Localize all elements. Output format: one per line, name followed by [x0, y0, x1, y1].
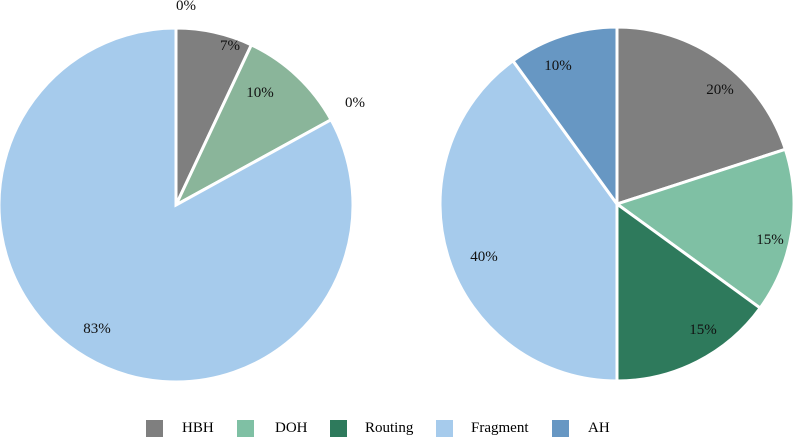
legend: HBH DOH Routing Fragment AH	[0, 418, 794, 442]
pie-slice-routing	[615, 201, 763, 383]
pie-slice-fragment	[438, 58, 619, 383]
pie-label-routing: 0%	[176, 0, 196, 14]
pie-chart-right: 20% 15% 15% 40% 10%	[438, 25, 794, 383]
legend-label-routing: Routing	[365, 419, 414, 436]
pie-charts: 7% 10% 0% 83% 0% 20% 15% 15% 40% 10%	[0, 0, 794, 384]
pie-slice-ah	[510, 25, 619, 209]
pie-slice-doh	[613, 147, 794, 311]
legend-label-doh: DOH	[275, 419, 308, 436]
legend-swatch-routing	[330, 419, 347, 437]
legend-item-routing: Routing	[330, 418, 413, 438]
legend-item-ah: AH	[552, 418, 610, 438]
legend-swatch-ah	[552, 419, 569, 437]
pie-chart-left: 7% 10% 0% 83% 0%	[0, 0, 365, 384]
legend-swatch-doh	[237, 419, 254, 437]
pie-label-fragment: 40%	[470, 249, 498, 265]
legend-item-fragment: Fragment	[436, 418, 529, 438]
pie-slice-fragment	[0, 26, 355, 384]
pie-label-ah: 0%	[345, 95, 365, 111]
pie-slice-hbh	[615, 25, 788, 207]
pie-label-doh: 10%	[246, 85, 274, 101]
pie-label-routing: 15%	[689, 322, 717, 338]
legend-item-doh: DOH	[237, 418, 308, 438]
pie-slice-doh	[172, 42, 334, 209]
legend-swatch-fragment	[436, 419, 453, 437]
pie-label-hbh: 20%	[706, 82, 734, 98]
pie-label-ah: 10%	[544, 58, 572, 74]
legend-label-hbh: HBH	[182, 419, 214, 436]
pie-label-hbh: 7%	[220, 38, 240, 54]
legend-label-fragment: Fragment	[471, 419, 529, 436]
legend-item-hbh: HBH	[146, 418, 214, 438]
pie-label-fragment: 83%	[83, 321, 111, 337]
pie-label-doh: 15%	[756, 232, 784, 248]
legend-swatch-hbh	[146, 419, 163, 437]
legend-label-ah: AH	[588, 419, 610, 436]
